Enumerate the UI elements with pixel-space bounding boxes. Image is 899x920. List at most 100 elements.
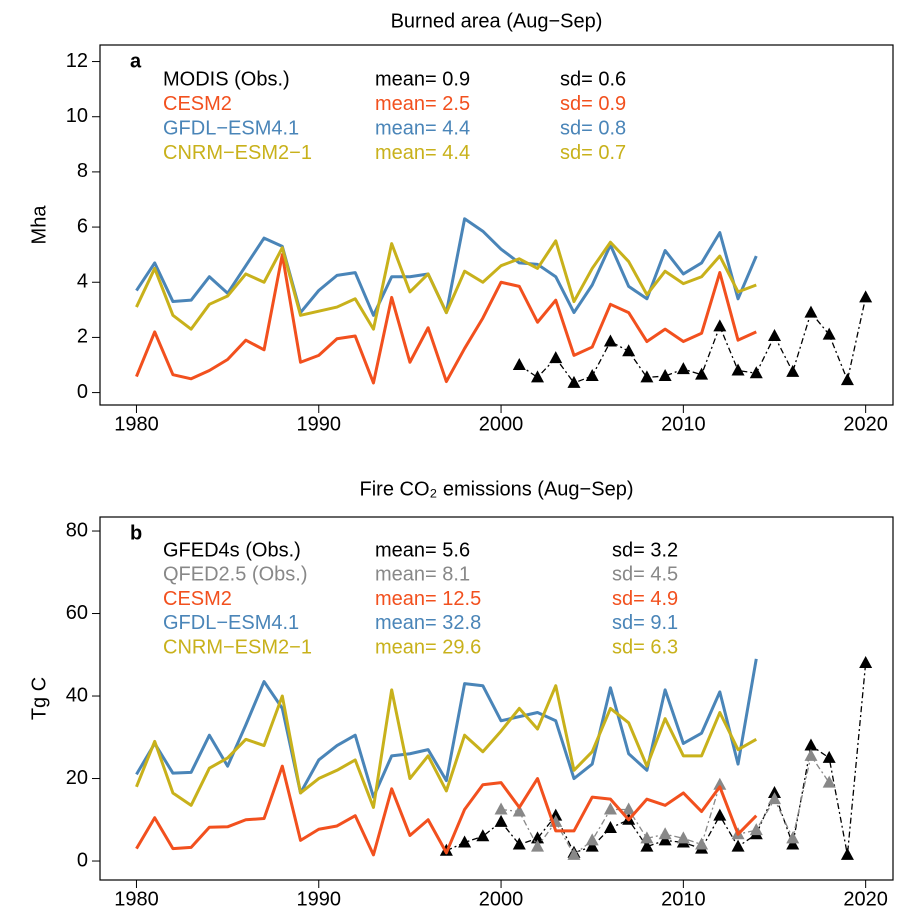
marker [676,362,690,375]
marker [494,814,508,827]
series-line [135,658,758,799]
chart-title: Fire CO₂ emissions (Aug−Sep) [360,478,634,500]
y-tick-label: 10 [66,105,88,127]
x-tick-label: 2020 [843,413,888,435]
marker [567,847,581,860]
legend-mean: mean= 2.5 [375,93,470,115]
x-tick-label: 2000 [479,413,524,435]
y-axis-label: Mha [28,205,50,245]
marker [567,375,581,388]
marker [494,802,508,815]
legend-sd: sd= 4.5 [612,564,678,586]
marker [585,839,599,852]
marker [603,334,617,347]
x-tick-label: 2010 [661,413,706,435]
legend-sd: sd= 6.3 [612,636,678,658]
marker [713,808,727,821]
y-tick-label: 0 [77,849,88,871]
marker [658,369,672,382]
marker [512,358,526,370]
marker [640,370,654,383]
marker [822,327,836,340]
marker [768,792,782,805]
legend-entry: GFED4s (Obs.) [163,539,301,561]
legend-sd: sd= 0.7 [560,142,626,164]
y-tick-label: 20 [66,767,88,789]
marker [458,835,472,848]
marker [731,363,745,376]
x-tick-label: 2000 [479,888,524,910]
x-tick-label: 1980 [114,888,159,910]
marker [512,837,526,850]
marker [804,305,818,318]
marker [786,837,800,850]
marker [840,373,854,386]
legend-mean: mean= 12.5 [375,588,481,610]
marker [786,831,800,844]
legend-entry: CESM2 [163,588,232,610]
legend-entry: CNRM−ESM2−1 [163,142,312,164]
marker [549,351,563,364]
series-line [135,253,757,385]
y-tick-label: 6 [77,215,88,237]
marker [603,821,617,834]
plot-frame [99,44,894,406]
marker [622,344,636,357]
legend-entry: MODIS (Obs.) [163,68,290,90]
series-line [135,217,758,317]
marker [859,290,873,303]
marker [731,839,745,852]
marker [658,833,672,846]
marker [695,837,709,850]
legend-mean: mean= 8.1 [375,564,470,586]
marker [622,802,636,815]
legend-mean: mean= 32.8 [375,612,481,634]
x-tick-label: 1990 [297,888,342,910]
marker [822,750,836,763]
legend-sd: sd= 3.2 [612,539,678,561]
marker [786,364,800,377]
marker [840,847,854,860]
x-tick-label: 2010 [661,888,706,910]
series-line [135,239,757,331]
legend-mean: mean= 4.4 [375,117,470,139]
marker [859,656,873,669]
marker [603,802,617,815]
marker [658,827,672,840]
x-tick-label: 2020 [843,888,888,910]
legend-mean: mean= 5.6 [375,539,470,561]
marker [585,369,599,382]
y-tick-label: 12 [66,50,88,72]
marker [749,366,763,379]
marker [585,833,599,846]
legend-entry: CNRM−ESM2−1 [163,636,312,658]
marker [640,839,654,852]
marker [695,367,709,380]
y-tick-label: 4 [77,271,88,293]
legend-sd: sd= 9.1 [612,612,678,634]
legend-entry: GFDL−ESM4.1 [163,117,299,139]
legend-entry: QFED2.5 (Obs.) [163,564,307,586]
y-tick-label: 0 [77,381,88,403]
marker [768,329,782,342]
panel-label: a [130,50,142,72]
y-tick-label: 8 [77,160,88,182]
panel-label: b [130,522,142,544]
legend-sd: sd= 4.9 [612,588,678,610]
marker [768,785,782,798]
plot-frame [99,516,894,881]
marker [676,831,690,844]
x-tick-label: 1990 [297,413,342,435]
series-line [135,684,758,809]
marker [749,823,763,836]
y-axis-label: Tg C [28,677,50,720]
marker [640,831,654,844]
marker [713,319,727,332]
legend-mean: mean= 29.6 [375,636,481,658]
marker [476,829,490,842]
y-tick-label: 2 [77,326,88,348]
legend-sd: sd= 0.8 [560,117,626,139]
marker [804,748,818,761]
marker [512,804,526,817]
